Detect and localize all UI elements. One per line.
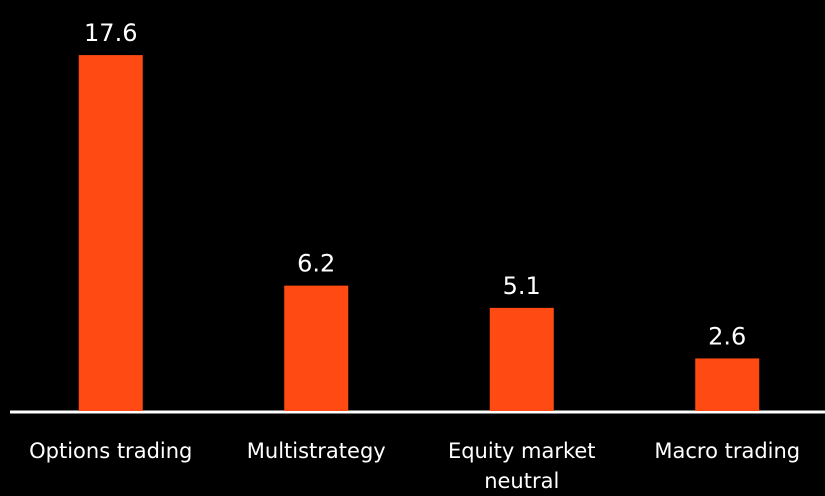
x-tick-label: Options trading: [29, 439, 193, 463]
x-tick-label: Equity market neutral: [447, 439, 596, 493]
x-tick-label: Multistrategy: [246, 439, 386, 463]
bar: [284, 285, 349, 411]
value-label: 6.2: [297, 250, 335, 278]
value-label: 5.1: [503, 272, 541, 300]
x-tick-label: Macro trading: [654, 439, 801, 463]
bar: [78, 55, 143, 411]
bar: [695, 358, 760, 411]
value-label: 2.6: [708, 322, 746, 350]
bar: [489, 307, 554, 411]
value-label: 17.6: [84, 19, 137, 47]
